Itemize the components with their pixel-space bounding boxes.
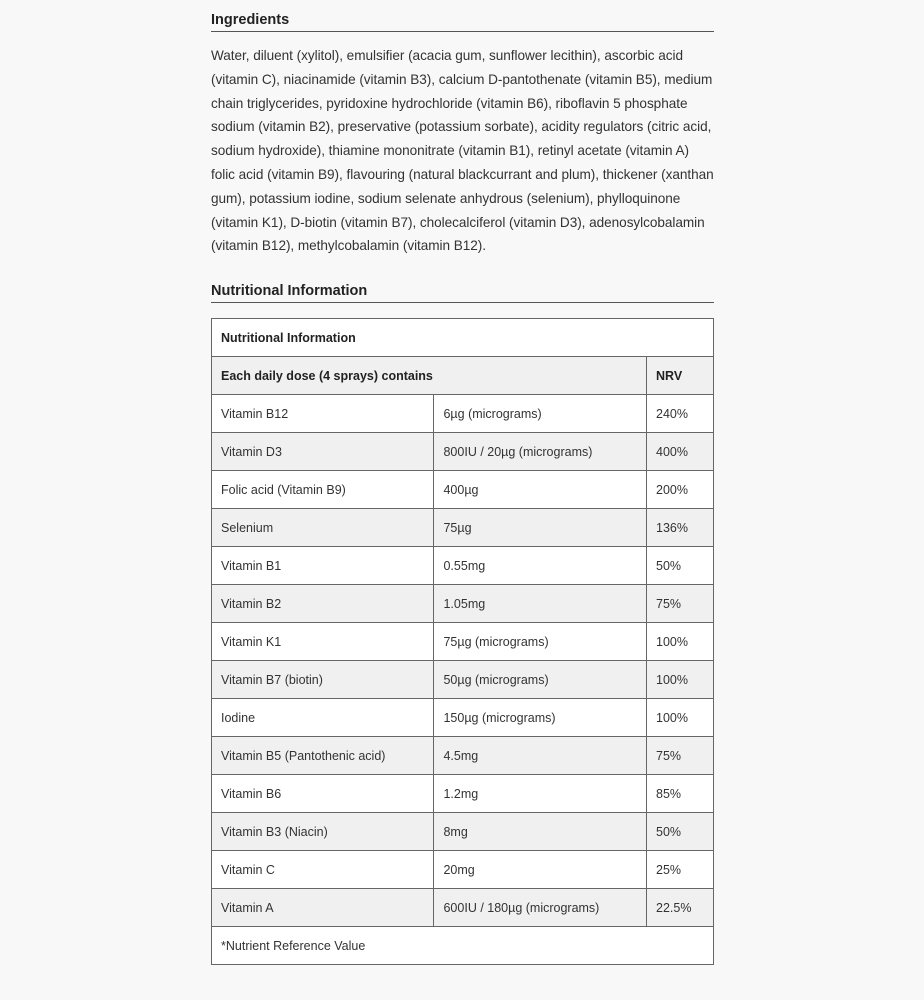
table-row: Iodine 150µg (micrograms) 100% <box>210 698 714 738</box>
table-row: Vitamin D3 800IU / 20µg (micrograms) 400% <box>210 432 714 472</box>
nutrition-heading: Nutritional Information <box>211 271 714 304</box>
nutrient-name: Iodine <box>210 698 435 738</box>
nutrient-amount: 1.05mg <box>433 584 648 624</box>
nutrient-name: Vitamin B5 (Pantothenic acid) <box>210 736 435 776</box>
table-row: Vitamin B5 (Pantothenic acid) 4.5mg 75% <box>210 736 714 776</box>
table-row: Vitamin B12 6µg (micrograms) 240% <box>210 394 714 434</box>
nutrient-amount: 400µg <box>433 470 648 510</box>
nutrient-nrv: 50% <box>646 546 714 586</box>
table-row: Vitamin B3 (Niacin) 8mg 50% <box>210 812 714 852</box>
table-row: Vitamin B7 (biotin) 50µg (micrograms) 100% <box>210 660 714 700</box>
nutrient-amount: 0.55mg <box>433 546 648 586</box>
nutrient-nrv: 400% <box>646 432 714 472</box>
nutrient-nrv: 50% <box>646 812 714 852</box>
table-title: Nutritional Information <box>211 318 714 358</box>
nutrient-amount: 75µg (micrograms) <box>433 622 648 662</box>
nutrient-amount: 20mg <box>433 850 648 890</box>
nutrient-name: Vitamin B3 (Niacin) <box>210 812 435 852</box>
nutrient-amount: 800IU / 20µg (micrograms) <box>433 432 648 472</box>
nutrient-name: Vitamin B6 <box>210 774 435 814</box>
nutrient-amount: 600IU / 180µg (micrograms) <box>433 888 648 928</box>
ingredients-heading: Ingredients <box>211 0 714 32</box>
nutrient-nrv: 100% <box>646 660 714 700</box>
table-row: Vitamin K1 75µg (micrograms) 100% <box>210 622 714 662</box>
nutrient-nrv: 25% <box>646 850 714 890</box>
nutrient-amount: 6µg (micrograms) <box>433 394 648 434</box>
table-header-row: Each daily dose (4 sprays) contains NRV <box>210 356 714 396</box>
ingredients-text: Water, diluent (xylitol), emulsifier (ac… <box>211 48 714 254</box>
nutrient-nrv: 85% <box>646 774 714 814</box>
nutrient-amount: 1.2mg <box>433 774 648 814</box>
table-row: Folic acid (Vitamin B9) 400µg 200% <box>210 470 714 510</box>
nutrient-nrv: 136% <box>646 508 714 548</box>
product-info: Ingredients Water, diluent (xylitol), em… <box>210 0 714 966</box>
nutrient-nrv: 100% <box>646 622 714 662</box>
nutrient-name: Vitamin A <box>210 888 435 928</box>
nutrient-nrv: 75% <box>646 584 714 624</box>
nutrient-nrv: 200% <box>646 470 714 510</box>
nutrient-amount: 150µg (micrograms) <box>433 698 648 738</box>
nutrient-nrv: 100% <box>646 698 714 738</box>
footnote-row: *Nutrient Reference Value <box>211 926 714 966</box>
nutrient-name: Vitamin C <box>210 850 435 890</box>
nutrient-name: Vitamin B7 (biotin) <box>210 660 435 700</box>
nutrient-name: Folic acid (Vitamin B9) <box>210 470 435 510</box>
nutrient-name: Selenium <box>210 508 435 548</box>
header-dose: Each daily dose (4 sprays) contains <box>210 356 648 396</box>
table-row: Vitamin B2 1.05mg 75% <box>210 584 714 624</box>
nutrient-name: Vitamin B2 <box>210 584 435 624</box>
table-row: Vitamin B6 1.2mg 85% <box>210 774 714 814</box>
table-row: Vitamin A 600IU / 180µg (micrograms) 22.5% <box>210 888 714 928</box>
nutrient-nrv: 22.5% <box>646 888 714 928</box>
nutrient-nrv: 240% <box>646 394 714 434</box>
header-nrv: NRV <box>646 356 714 396</box>
nutrient-nrv: 75% <box>646 736 714 776</box>
table-row: Vitamin B1 0.55mg 50% <box>210 546 714 586</box>
table-row: Vitamin C 20mg 25% <box>210 850 714 890</box>
nutrient-amount: 4.5mg <box>433 736 648 776</box>
nutrient-name: Vitamin K1 <box>210 622 435 662</box>
nutrient-name: Vitamin B12 <box>210 394 435 434</box>
table-row: Selenium 75µg 136% <box>210 508 714 548</box>
nutrient-amount: 75µg <box>433 508 648 548</box>
nutrient-amount: 8mg <box>433 812 648 852</box>
nutrient-name: Vitamin B1 <box>210 546 435 586</box>
footnote: *Nutrient Reference Value <box>211 926 714 966</box>
nutrition-table: Nutritional Information Each daily dose … <box>210 318 714 966</box>
nutrient-name: Vitamin D3 <box>210 432 435 472</box>
nutrient-amount: 50µg (micrograms) <box>433 660 648 700</box>
table-title-row: Nutritional Information <box>211 318 714 358</box>
